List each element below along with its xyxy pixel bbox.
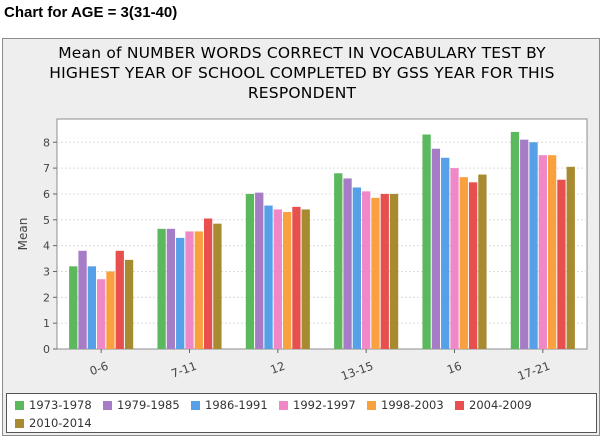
x-tick-label: 12 — [268, 359, 287, 377]
legend-label: 2010-2014 — [29, 416, 92, 430]
x-tick-label: 13-15 — [339, 359, 375, 384]
x-tick-label: 0-6 — [88, 359, 110, 379]
bar — [166, 228, 176, 349]
bar — [273, 209, 282, 349]
bar — [371, 197, 380, 349]
page-heading: Chart for AGE = 3(31-40) — [4, 4, 178, 21]
legend-swatch — [15, 418, 24, 428]
legend-label: 1992-1997 — [293, 398, 356, 412]
y-tick-label: 4 — [43, 240, 50, 253]
legend-swatch — [191, 400, 200, 410]
bar — [431, 148, 441, 349]
legend-swatch — [279, 400, 288, 410]
chart-title: Mean of NUMBER WORDS CORRECT IN VOCABULA… — [3, 43, 601, 103]
y-tick-label: 5 — [43, 214, 50, 227]
chart-title-line-1: Mean of NUMBER WORDS CORRECT IN VOCABULA… — [58, 44, 546, 62]
bar — [422, 134, 431, 349]
x-tick-label: 17-21 — [516, 359, 552, 384]
legend-item: 1998-2003 — [367, 398, 444, 412]
legend-item: 1986-1991 — [191, 398, 268, 412]
legend-label: 2004-2009 — [469, 398, 532, 412]
legend-swatch — [103, 400, 112, 410]
legend-label: 1979-1985 — [117, 398, 180, 412]
y-tick-label: 1 — [43, 317, 50, 330]
legend-item: 1973-1978 — [15, 398, 92, 412]
bar — [380, 193, 389, 349]
bar — [203, 218, 213, 349]
bar — [87, 266, 97, 349]
legend-label: 1973-1978 — [29, 398, 92, 412]
bar — [176, 237, 185, 349]
bar — [292, 206, 301, 349]
y-tick-label: 0 — [43, 343, 50, 356]
bar — [69, 266, 78, 349]
y-tick-label: 2 — [43, 291, 50, 304]
bar — [478, 174, 487, 349]
bar — [459, 177, 468, 349]
legend-label: 1986-1991 — [205, 398, 268, 412]
chart-title-line-3: RESPONDENT — [247, 84, 357, 102]
bar — [255, 192, 264, 349]
bar — [547, 155, 557, 349]
bar — [115, 250, 124, 349]
x-tick-label: 16 — [445, 359, 464, 377]
bar — [520, 139, 529, 349]
bar — [538, 155, 547, 349]
y-tick-label: 3 — [43, 265, 50, 278]
legend-label: 1998-2003 — [381, 398, 444, 412]
legend-item: 2010-2014 — [15, 416, 92, 430]
chart-legend: 1973-1978 1979-1985 1986-1991 1992-1997 1998… — [6, 393, 597, 433]
bar — [245, 193, 255, 349]
bar — [557, 179, 566, 349]
bar — [185, 231, 194, 349]
bar — [566, 166, 575, 349]
bar — [362, 191, 371, 349]
chart-title-line-2: HIGHEST YEAR OF SCHOOL COMPLETED BY GSS … — [49, 64, 555, 82]
y-tick-label: 8 — [43, 136, 50, 149]
bar — [510, 131, 520, 349]
bar — [124, 259, 134, 349]
bar — [468, 182, 478, 349]
bar — [441, 157, 450, 349]
bar — [343, 178, 352, 349]
bar — [352, 187, 362, 349]
plot-area — [56, 118, 588, 350]
bar — [529, 142, 538, 349]
y-tick-label: 7 — [43, 162, 50, 175]
bar — [264, 205, 273, 349]
bar — [194, 231, 203, 349]
x-tick-label: 7-11 — [169, 359, 198, 381]
chart-panel: Mean of NUMBER WORDS CORRECT IN VOCABULA… — [2, 38, 600, 436]
legend-item: 2004-2009 — [455, 398, 532, 412]
bar — [450, 168, 459, 349]
legend-item: 1979-1985 — [103, 398, 180, 412]
bar — [301, 209, 310, 349]
y-axis-label: Mean — [16, 218, 30, 251]
bar — [106, 271, 115, 349]
bar — [213, 223, 222, 349]
legend-item: 1992-1997 — [279, 398, 356, 412]
bar — [78, 250, 87, 349]
bar — [334, 173, 343, 349]
bar — [97, 279, 106, 349]
legend-swatch — [367, 400, 376, 410]
bar — [157, 228, 166, 349]
y-tick-label: 6 — [43, 188, 50, 201]
bar — [389, 193, 399, 349]
legend-swatch — [15, 400, 24, 410]
legend-swatch — [455, 400, 464, 410]
bar — [282, 212, 292, 349]
